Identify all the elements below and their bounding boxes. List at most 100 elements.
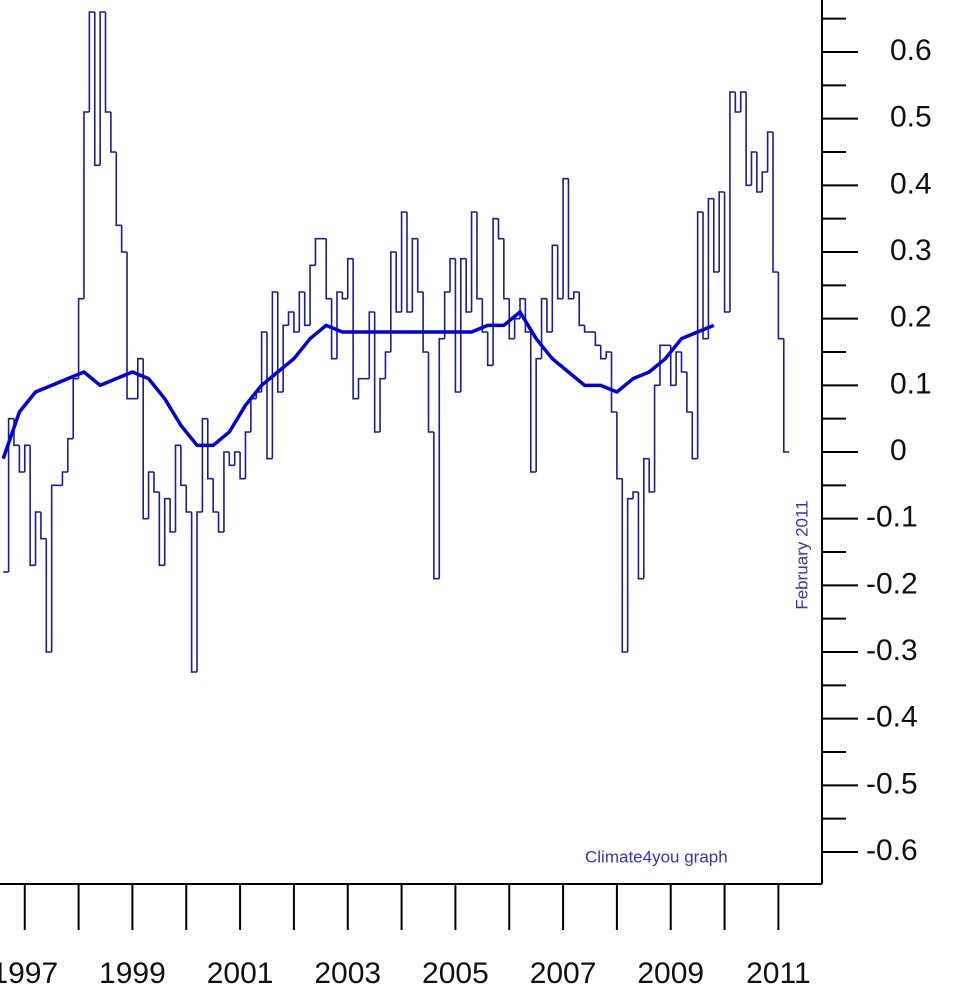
step <box>384 351 391 379</box>
x-tick-label: 2009 <box>637 957 704 990</box>
step <box>190 512 198 673</box>
y-tick-label: -0.3 <box>866 634 918 667</box>
step <box>481 298 488 333</box>
step <box>680 352 687 373</box>
step <box>573 291 580 299</box>
step <box>244 431 251 479</box>
step <box>233 451 241 466</box>
step <box>551 244 558 332</box>
step <box>400 211 407 312</box>
step <box>745 92 752 187</box>
step <box>524 298 531 333</box>
step <box>503 238 510 300</box>
step <box>212 478 219 513</box>
x-tick-label: 1999 <box>99 957 166 990</box>
step <box>750 151 757 186</box>
step <box>137 357 144 399</box>
step <box>411 237 418 312</box>
credit: Climate4you graph <box>585 847 728 866</box>
step <box>454 258 461 393</box>
step <box>712 198 720 273</box>
step <box>206 418 214 480</box>
y-tick-label: 0.4 <box>890 167 932 200</box>
step <box>648 458 655 493</box>
step <box>282 324 289 392</box>
step <box>61 471 68 486</box>
step <box>583 325 590 333</box>
y-tick-label: 0.2 <box>890 301 932 334</box>
step <box>416 238 424 293</box>
step <box>223 451 230 532</box>
date-note: February 2011 <box>792 500 811 609</box>
step <box>50 484 58 652</box>
step <box>443 291 451 339</box>
y-tick-label: 0.1 <box>890 367 932 400</box>
step <box>158 492 165 567</box>
step <box>29 445 36 567</box>
step <box>476 212 483 300</box>
step <box>433 432 440 580</box>
step <box>621 478 628 653</box>
x-tick-label: 2007 <box>530 957 597 990</box>
y-tick-label: -0.2 <box>866 567 918 600</box>
step <box>99 11 106 166</box>
y-tick-label: 0.6 <box>890 34 932 67</box>
step <box>373 312 381 433</box>
step <box>45 538 52 653</box>
step <box>325 238 332 300</box>
step <box>163 497 171 566</box>
step <box>120 225 128 253</box>
step <box>314 237 321 266</box>
step <box>390 251 397 352</box>
step <box>605 351 612 359</box>
step <box>147 471 154 519</box>
step <box>777 272 784 340</box>
step <box>250 397 257 432</box>
y-tick-label: -0.6 <box>866 834 918 867</box>
step <box>643 457 650 579</box>
y-tick-label: 0.3 <box>890 234 932 267</box>
step <box>616 412 623 480</box>
step <box>529 332 537 473</box>
step <box>739 91 747 112</box>
step <box>239 452 246 480</box>
step <box>341 292 348 300</box>
step <box>346 257 354 299</box>
step <box>696 211 704 459</box>
running-mean <box>1 310 715 460</box>
step <box>287 311 294 326</box>
step <box>395 252 402 313</box>
step <box>110 112 117 153</box>
step <box>702 212 709 340</box>
step <box>153 472 160 493</box>
step <box>174 444 181 532</box>
step <box>83 111 90 299</box>
x-tick-label: 2001 <box>207 957 274 990</box>
step <box>18 445 25 473</box>
step <box>470 211 477 312</box>
step <box>185 485 192 513</box>
step <box>707 197 714 339</box>
step <box>492 217 499 366</box>
step <box>546 298 553 333</box>
step <box>126 252 133 400</box>
step <box>228 452 235 467</box>
step <box>782 338 790 453</box>
step <box>88 11 95 112</box>
step <box>276 292 284 393</box>
step <box>336 291 343 359</box>
y-tick-label: -0.4 <box>866 701 918 734</box>
step <box>293 312 300 333</box>
step <box>330 298 337 360</box>
x-tick-label: 2003 <box>314 957 381 990</box>
step <box>508 298 515 340</box>
x-tick-label: 2011 <box>746 957 811 990</box>
step <box>653 384 660 492</box>
step <box>352 258 359 400</box>
step <box>406 212 413 313</box>
step <box>77 297 84 379</box>
step <box>626 497 634 652</box>
step <box>535 357 542 472</box>
